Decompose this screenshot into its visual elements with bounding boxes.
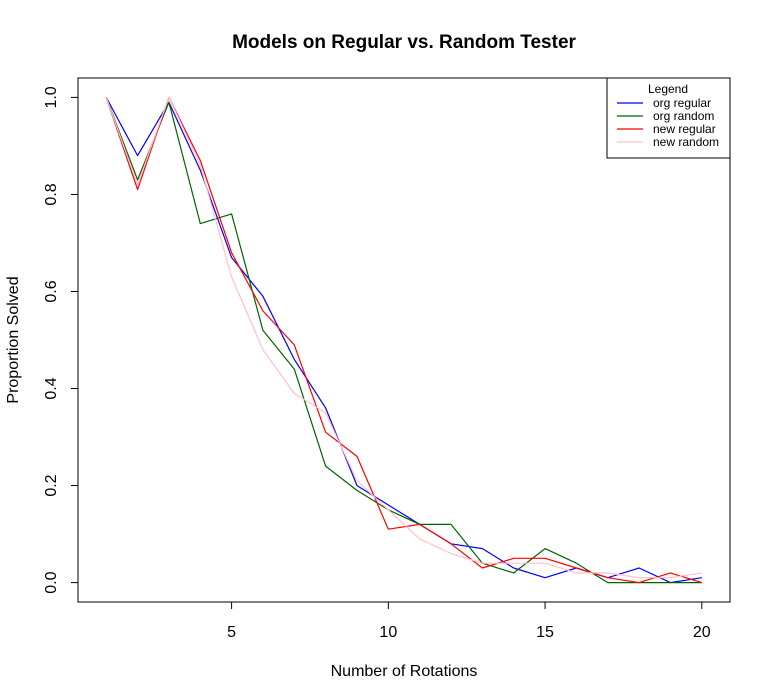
legend-label: org random xyxy=(653,109,714,123)
series-line-org-regular xyxy=(105,97,702,584)
legend-label: new random xyxy=(653,135,719,149)
y-tick-label: 1.0 xyxy=(43,86,60,108)
legend-title: Legend xyxy=(648,82,688,96)
x-tick-label: 15 xyxy=(536,624,554,641)
y-tick-label: 0.4 xyxy=(43,377,60,399)
y-axis: 0.0 0.2 0.4 0.6 0.8 1.0 xyxy=(43,86,79,594)
y-tick-label: 0.0 xyxy=(43,571,60,593)
chart-title: Models on Regular vs. Random Tester xyxy=(232,32,576,53)
x-tick-label: 20 xyxy=(693,624,711,641)
legend-label: new regular xyxy=(653,122,716,136)
series-layer xyxy=(105,96,702,584)
x-axis: 5 10 15 20 xyxy=(227,601,711,641)
x-tick-label: 10 xyxy=(379,624,397,641)
legend-box xyxy=(606,77,731,159)
y-tick-label: 0.2 xyxy=(43,474,60,496)
series-line-new-random xyxy=(105,96,702,579)
y-axis-label: Proportion Solved xyxy=(5,276,22,403)
legend-label: org regular xyxy=(653,96,711,110)
x-axis-label: Number of Rotations xyxy=(331,663,478,680)
y-tick-label: 0.8 xyxy=(43,183,60,205)
x-tick-label: 5 xyxy=(227,624,236,641)
series-line-org-random xyxy=(105,97,702,584)
series-line-new-regular xyxy=(105,96,702,584)
y-tick-label: 0.6 xyxy=(43,280,60,302)
